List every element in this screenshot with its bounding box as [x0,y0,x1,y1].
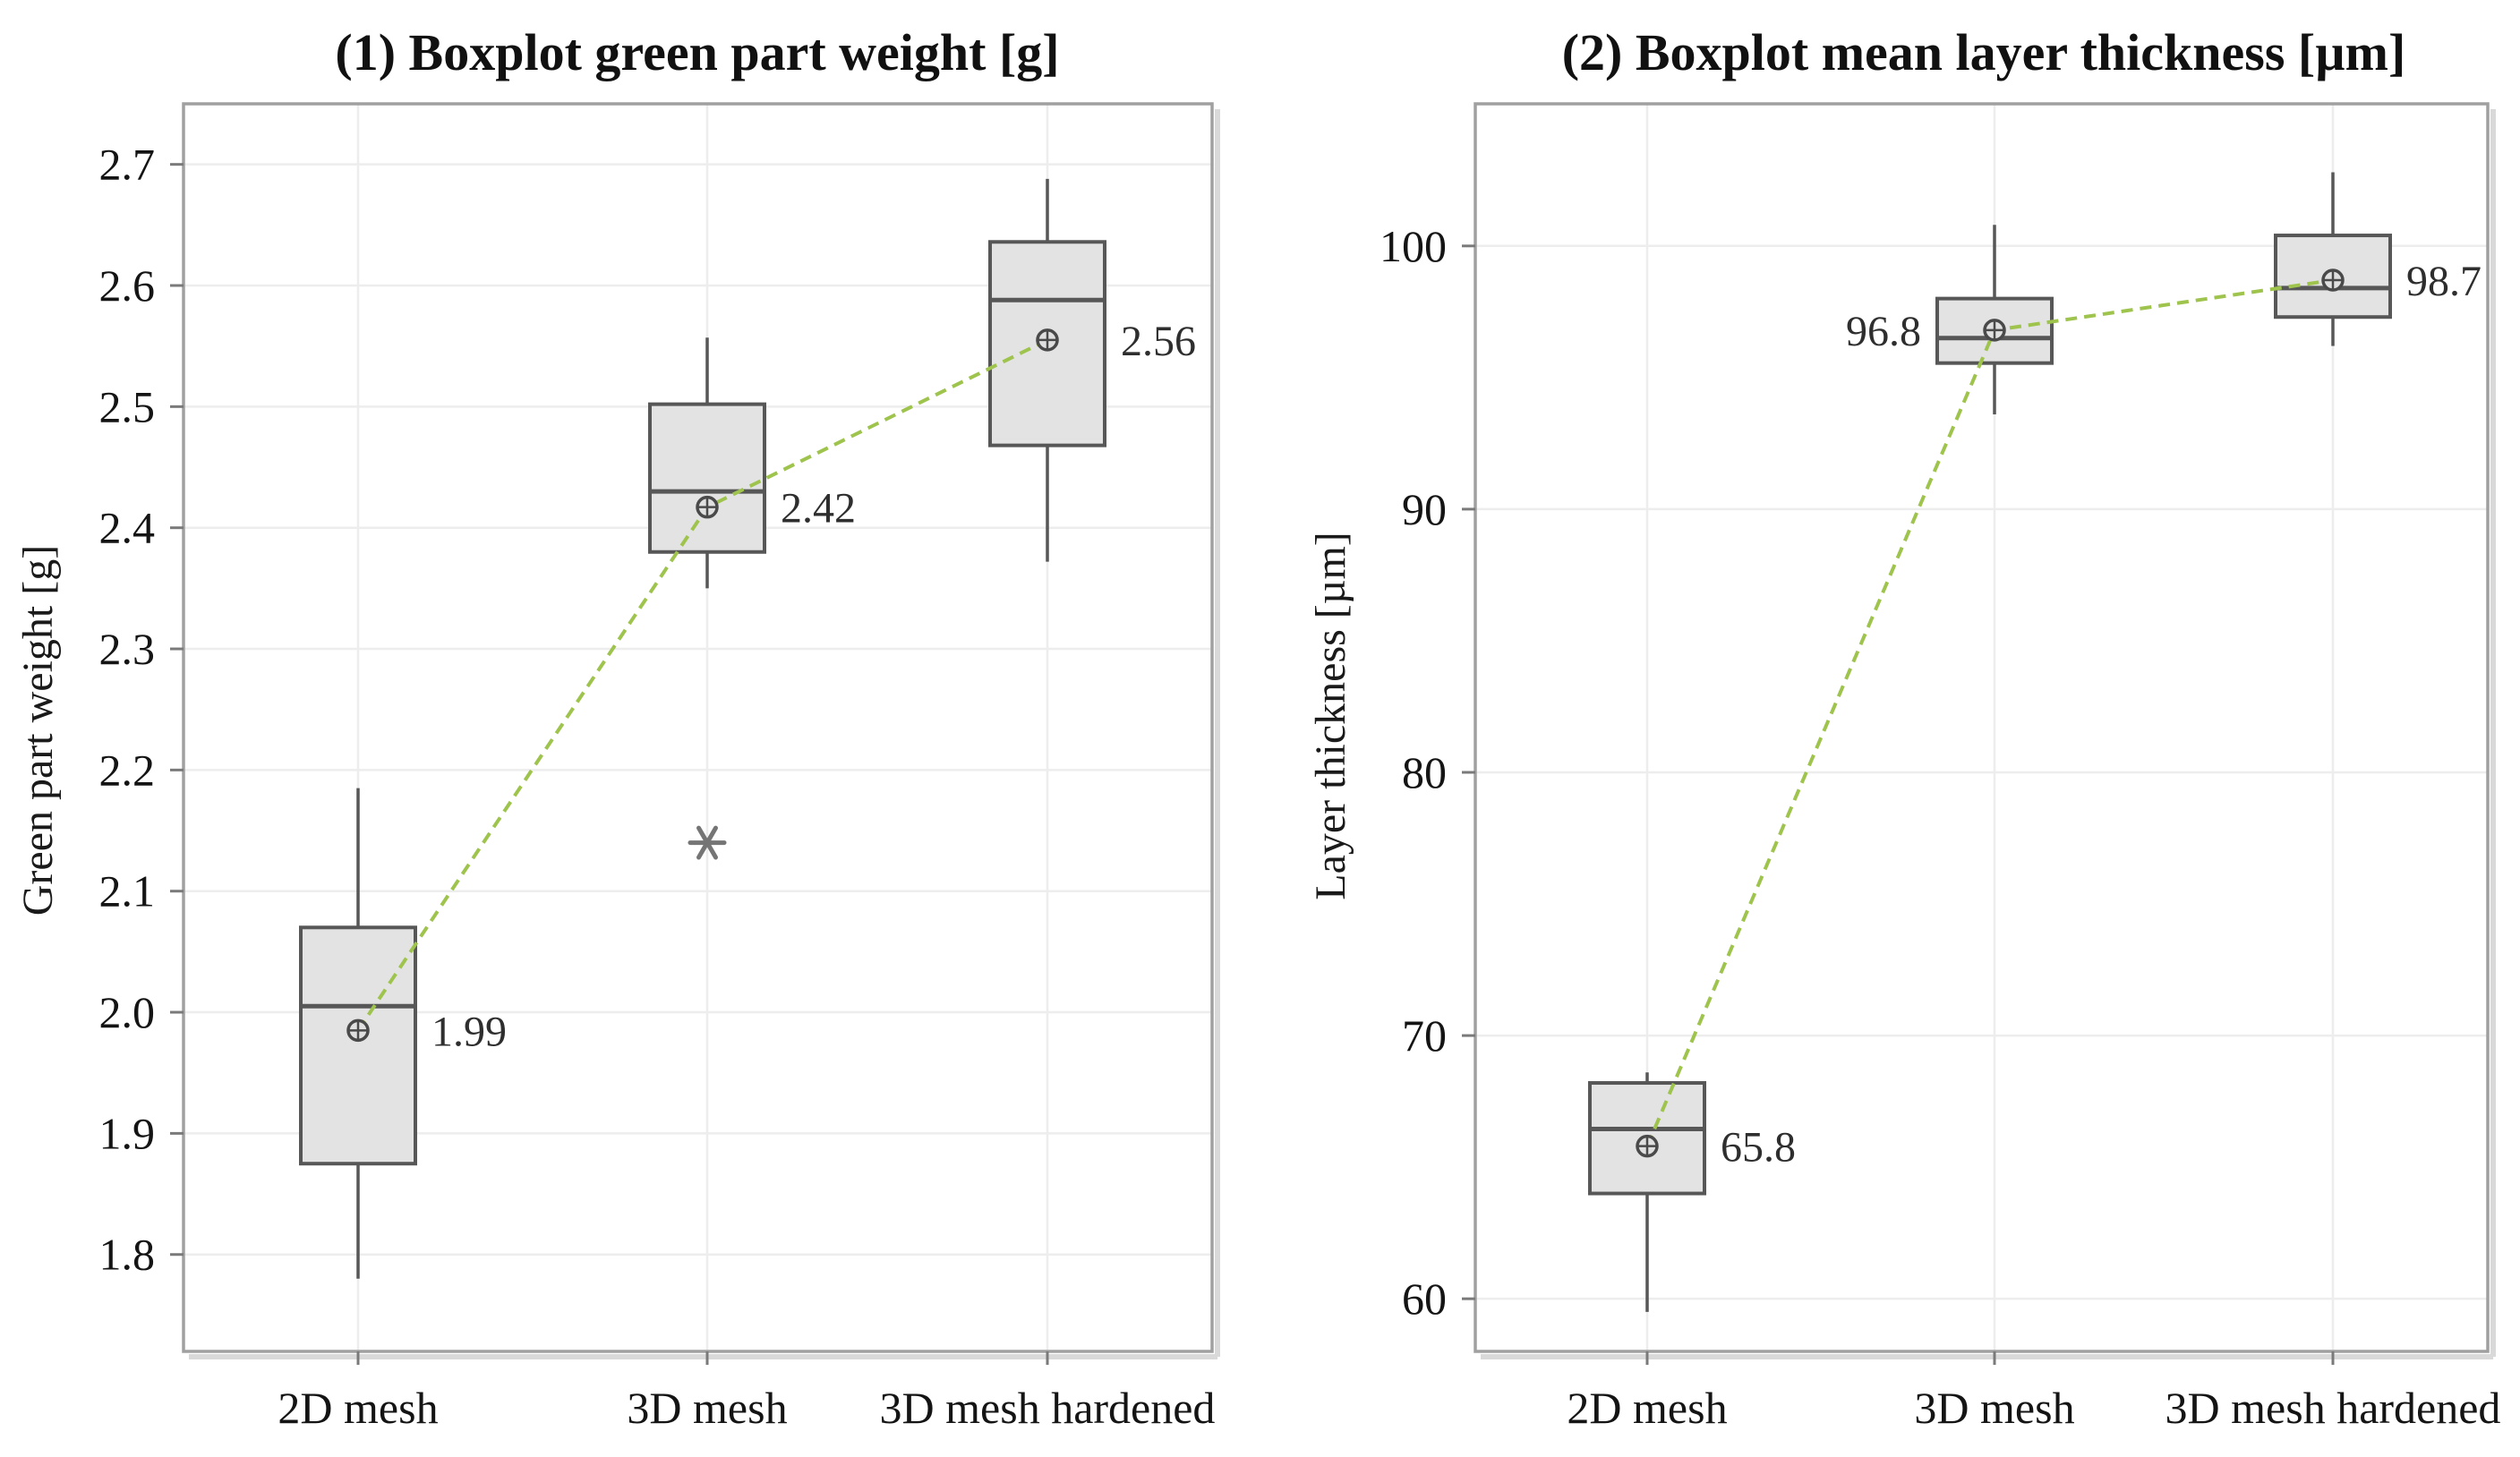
chart2-y-axis-label: Layer thickness [µm] [1307,532,1354,900]
plot-frame [182,102,1214,1353]
boxplot-box [2274,172,2392,346]
chart1-y-axis-label: Green part weight [g] [14,545,62,916]
boxplot-box [299,788,417,1279]
y-tick-label: 2.0 [99,987,156,1037]
mean-marker [696,495,719,519]
y-tick-label: 2.6 [99,260,156,311]
mean-value-label: 98.7 [2406,258,2482,305]
mean-marker [346,1018,370,1043]
iqr-box [299,925,417,1166]
y-tick-label: 1.9 [99,1108,156,1158]
y-tick-label: 60 [1402,1274,1447,1324]
boxplot-box [1588,1072,1706,1312]
mean-marker [2321,268,2345,292]
y-tick-label: 2.4 [99,503,156,553]
mean-marker [1636,1134,1659,1158]
x-category-label: 2D mesh [278,1383,438,1433]
iqr-box [648,402,766,554]
mean-connect-line [1645,278,2334,1147]
plot-frame [1474,102,2490,1353]
x-category-label: 3D mesh [627,1383,787,1433]
y-tick-label: 70 [1402,1010,1447,1061]
mean-value-label: 2.42 [781,485,856,533]
boxplot-box [648,337,766,860]
y-tick-label: 1.8 [99,1230,156,1280]
y-tick-label: 90 [1402,484,1447,534]
y-tick-label: 2.1 [99,866,156,916]
mean-value-label: 2.56 [1121,318,1196,365]
y-tick-label: 100 [1380,221,1447,271]
y-tick-label: 2.5 [99,381,156,431]
mean-value-label: 96.8 [1846,308,1921,355]
x-category-label: 3D mesh hardened [2165,1383,2501,1433]
y-tick-label: 2.3 [99,624,156,674]
mean-marker [1036,328,1059,352]
outlier-asterisk [688,825,727,860]
chart-green-part-weight: 1.8 1.9 2.0 2.1 2.2 2.3 2.4 2.5 2.6 2.7 2D mesh 3D … [99,102,1220,1433]
x-category-label: 3D mesh hardened [880,1383,1216,1433]
boxplot-box [988,178,1106,562]
chart1-title: (1) Boxplot green part weight [g] [335,23,1059,81]
outlier-spoke [696,825,718,860]
x-category-label: 3D mesh [1914,1383,2074,1433]
chart2-title: (2) Boxplot mean layer thickness [µm] [1562,23,2406,81]
mean-value-label: 1.99 [431,1008,507,1055]
y-tick-label: 2.7 [99,140,156,190]
chart-layer-thickness: 60 70 80 90 100 2D mesh 3D mesh 3D mesh hardene… [1380,102,2501,1433]
y-tick-label: 2.2 [99,745,156,795]
mean-value-label: 65.8 [1721,1124,1796,1172]
mean-marker [1983,319,2006,342]
y-tick-label: 80 [1402,747,1447,797]
x-category-label: 2D mesh [1567,1383,1727,1433]
